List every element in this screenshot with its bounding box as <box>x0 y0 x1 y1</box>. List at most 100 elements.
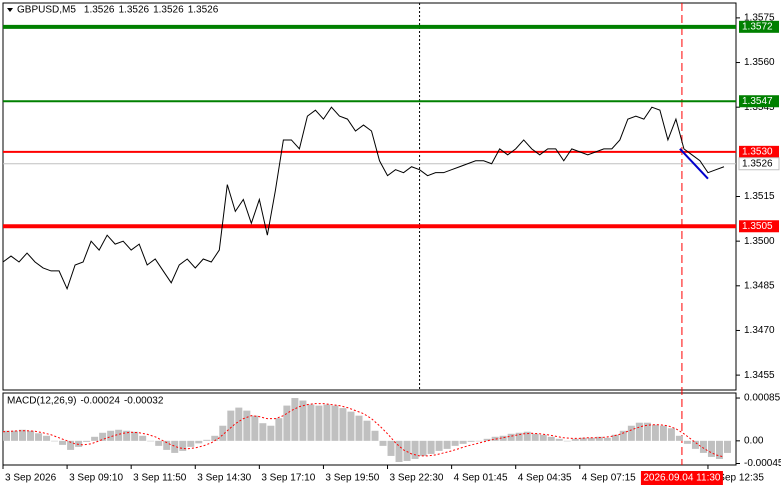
x-tick-label: 4 Sep 12:35 <box>710 473 764 484</box>
macd-bar <box>163 440 171 450</box>
macd-bar <box>275 418 283 441</box>
x-tick-label: 4 Sep 01:45 <box>454 473 508 484</box>
macd-bar <box>323 404 331 441</box>
macd-bar <box>643 422 651 441</box>
macd-bar <box>259 423 267 441</box>
macd-bar <box>675 435 683 441</box>
level-label-box <box>739 20 779 33</box>
macd-bar <box>619 430 627 441</box>
macd-bar <box>83 440 91 442</box>
macd-bar <box>715 440 723 459</box>
macd-bar <box>107 430 115 441</box>
quote-value: 1.3526 <box>119 5 150 16</box>
macd-bar <box>227 410 235 441</box>
macd-bar <box>683 440 691 444</box>
x-tick-label: 4 Sep 04:35 <box>518 473 572 484</box>
macd-bar <box>595 436 603 441</box>
y-tick-label: 1.3500 <box>744 236 775 247</box>
macd-bar <box>531 433 539 441</box>
macd-bar <box>395 440 403 462</box>
y-tick-label: 1.3485 <box>744 280 775 291</box>
macd-panel <box>2 392 737 466</box>
macd-bar <box>195 440 203 444</box>
macd-bar <box>627 425 635 441</box>
x-tick-label: 3 Sep 2026 <box>5 473 57 484</box>
macd-bar <box>123 430 131 441</box>
last-price-box <box>738 157 780 171</box>
macd-bar <box>243 410 251 441</box>
y-tick-label: 1.3575 <box>744 13 775 24</box>
macd-bar <box>515 432 523 441</box>
macd-bar <box>347 411 355 441</box>
chart-title: GBPUSD,M5 <box>17 5 76 16</box>
trend-line <box>679 148 709 180</box>
macd-bar <box>571 438 579 441</box>
y-tick-label: 0.00 <box>744 435 764 446</box>
macd-bar <box>115 429 123 441</box>
x-tick-label: 3 Sep 22:30 <box>390 473 444 484</box>
macd-bar <box>283 405 291 441</box>
macd-readout: -0.00032 <box>124 396 164 407</box>
macd-bar <box>91 436 99 441</box>
macd-bar <box>267 425 275 441</box>
x-tick-label: 4 Sep 07:15 <box>582 473 636 484</box>
last-price-label: 1.3526 <box>742 158 773 169</box>
macd-bar <box>603 437 611 441</box>
x-tick-label: 3 Sep 19:50 <box>325 473 379 484</box>
macd-bar <box>59 440 67 445</box>
macd-bar <box>299 400 307 441</box>
y-tick-label: 0.00085 <box>744 393 781 404</box>
level-label: 1.3547 <box>742 96 773 107</box>
macd-bar <box>27 430 35 441</box>
macd-bar <box>307 404 315 441</box>
quote-value: 1.3526 <box>188 5 219 16</box>
macd-bar <box>483 438 491 441</box>
macd-bar <box>139 435 147 441</box>
macd-bar <box>691 440 699 449</box>
cursor-label: 2026.09.04 11:30 <box>643 473 721 484</box>
macd-bar <box>147 440 155 442</box>
macd-bar <box>99 432 107 441</box>
macd-readout: -0.00024 <box>80 396 120 407</box>
level-label-box <box>739 220 779 233</box>
macd-bar <box>19 429 27 441</box>
level-label: 1.3530 <box>742 146 773 157</box>
macd-bar <box>187 440 195 447</box>
macd-bar <box>547 436 555 441</box>
macd-bar <box>499 435 507 441</box>
macd-bar <box>427 440 435 454</box>
macd-bar <box>651 424 659 441</box>
macd-bar <box>507 433 515 441</box>
macd-bar <box>563 440 571 442</box>
macd-bar <box>371 430 379 441</box>
macd-bar <box>587 437 595 441</box>
macd-bar <box>51 440 59 442</box>
macd-bar <box>315 405 323 441</box>
macd-bar <box>3 430 10 441</box>
x-tick-label: 3 Sep 17:10 <box>261 473 315 484</box>
level-label: 1.3505 <box>742 221 773 232</box>
y-tick-label: -0.00045 <box>744 458 781 469</box>
level-label-box <box>739 145 779 158</box>
price-line <box>2 106 725 291</box>
quote-value: 1.3526 <box>153 5 184 16</box>
y-tick-label: 1.3455 <box>744 370 775 381</box>
macd-bar <box>491 436 499 441</box>
macd-bar <box>667 428 675 441</box>
macd-bar <box>555 438 563 441</box>
level-label: 1.3572 <box>742 21 773 32</box>
x-tick-label: 3 Sep 14:30 <box>197 473 251 484</box>
macd-bar <box>11 430 19 441</box>
quote-value: 1.3526 <box>84 5 115 16</box>
macd-bar <box>291 398 299 441</box>
macd-bar <box>387 440 395 456</box>
y-tick-label: 1.3515 <box>744 191 775 202</box>
level-label-box <box>739 95 779 108</box>
macd-bar <box>355 415 363 441</box>
cursor-label-box <box>640 471 723 485</box>
macd-bar <box>131 431 139 441</box>
macd-bar <box>419 440 427 456</box>
macd-bar <box>363 420 371 441</box>
y-tick-label: 1.3545 <box>744 102 775 113</box>
